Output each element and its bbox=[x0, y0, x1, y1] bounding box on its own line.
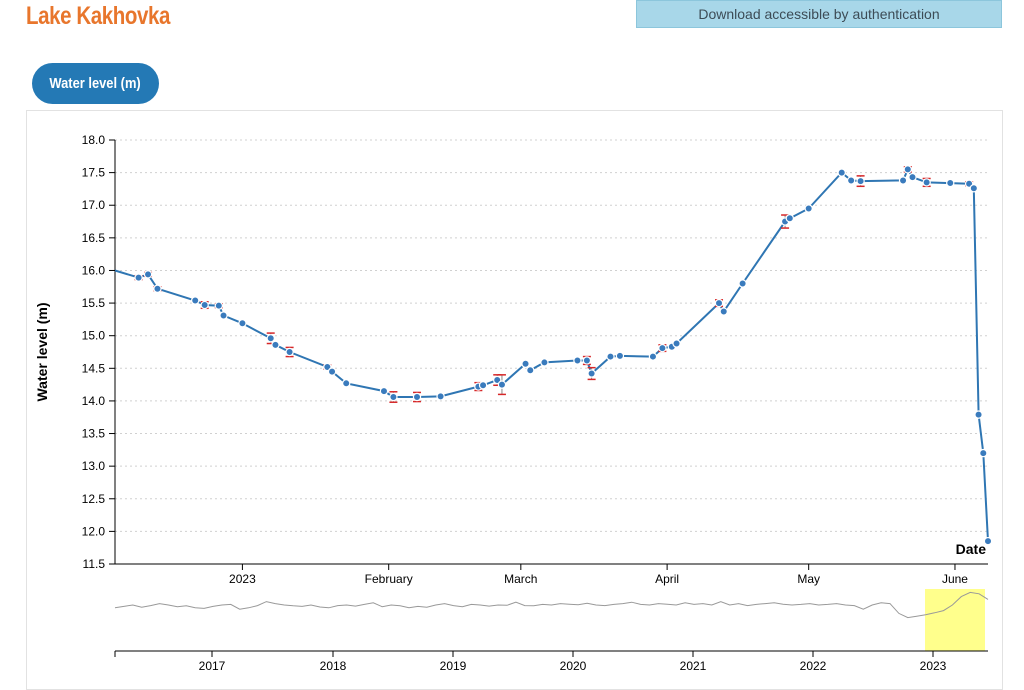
overview-tick-label: 2022 bbox=[800, 659, 827, 673]
data-point bbox=[738, 279, 747, 288]
data-point bbox=[540, 358, 549, 367]
data-point bbox=[908, 172, 917, 182]
data-point bbox=[327, 367, 337, 376]
data-point bbox=[714, 298, 724, 308]
data-point bbox=[191, 296, 200, 305]
data-point bbox=[615, 351, 625, 361]
data-point bbox=[379, 386, 389, 396]
x-tick-label: March bbox=[504, 572, 537, 586]
data-point bbox=[658, 343, 667, 353]
data-point bbox=[837, 168, 846, 177]
overview-tick-label: 2018 bbox=[320, 659, 347, 673]
data-point bbox=[946, 178, 955, 188]
download-button[interactable]: Download accessible by authentication bbox=[636, 0, 1002, 28]
data-point bbox=[342, 379, 351, 388]
overview-tick-label: 2019 bbox=[440, 659, 467, 673]
data-point bbox=[285, 347, 294, 357]
data-point bbox=[719, 307, 728, 316]
data-point bbox=[903, 165, 912, 174]
tab-water-level[interactable]: Water level (m) bbox=[32, 63, 159, 104]
data-point bbox=[922, 178, 931, 187]
overview-brush bbox=[925, 589, 985, 651]
tab-water-level-label: Water level (m) bbox=[49, 75, 142, 92]
data-point bbox=[573, 356, 582, 365]
overview-tick-label: 2023 bbox=[920, 659, 947, 673]
x-tick-label: April bbox=[655, 572, 679, 586]
data-point bbox=[521, 359, 530, 368]
data-point bbox=[412, 392, 422, 402]
series-line bbox=[114, 167, 989, 542]
y-tick-label: 14.0 bbox=[82, 394, 106, 408]
x-tick-label: June bbox=[942, 572, 968, 586]
data-point bbox=[846, 176, 856, 185]
data-point bbox=[266, 334, 275, 343]
data-point bbox=[200, 300, 209, 310]
data-point bbox=[478, 381, 488, 390]
data-point bbox=[582, 356, 592, 365]
overview-line bbox=[114, 591, 989, 619]
data-point bbox=[672, 339, 681, 348]
y-tick-label: 13.5 bbox=[82, 427, 106, 441]
y-tick-label: 17.0 bbox=[82, 198, 106, 212]
data-point bbox=[979, 448, 988, 458]
y-tick-label: 16.0 bbox=[82, 263, 106, 277]
overview-tick-label: 2017 bbox=[199, 659, 226, 673]
y-tick-label: 17.5 bbox=[82, 166, 106, 180]
y-tick-label: 15.5 bbox=[82, 296, 106, 310]
x-axis-title: Date bbox=[956, 541, 987, 557]
overview-tick-label: 2021 bbox=[680, 659, 707, 673]
y-tick-label: 15.0 bbox=[82, 329, 106, 343]
y-tick-label: 12.0 bbox=[82, 524, 106, 538]
data-point bbox=[856, 176, 865, 186]
data-point bbox=[271, 340, 280, 350]
data-point bbox=[497, 380, 507, 389]
y-axis-title: Water level (m) bbox=[34, 302, 50, 401]
data-point bbox=[606, 352, 615, 361]
chart-panel: 11.5 12.0 12.5 13.0 13.5 14.0 14.5 15.0 15.5 16.0… bbox=[26, 110, 1003, 690]
data-point bbox=[983, 536, 993, 546]
y-tick-label: 13.0 bbox=[82, 459, 106, 473]
overview-tick-label: 2020 bbox=[560, 659, 587, 673]
y-tick-label: 18.0 bbox=[82, 133, 106, 147]
data-point bbox=[969, 184, 979, 193]
data-point bbox=[526, 366, 535, 375]
x-tick-label: February bbox=[365, 572, 413, 586]
y-tick-label: 11.5 bbox=[83, 557, 106, 571]
data-point bbox=[153, 284, 162, 293]
data-point bbox=[648, 352, 658, 361]
data-point bbox=[219, 311, 228, 320]
data-point bbox=[804, 204, 813, 213]
data-point bbox=[785, 214, 795, 223]
y-tick-label: 16.5 bbox=[82, 231, 106, 245]
page-title: Lake Kakhovka bbox=[26, 2, 170, 30]
data-point bbox=[974, 410, 983, 419]
data-point bbox=[587, 369, 596, 378]
data-point bbox=[389, 392, 398, 402]
x-tick-label: 2023 bbox=[229, 572, 256, 586]
data-point bbox=[214, 301, 224, 310]
data-point bbox=[238, 319, 247, 328]
y-tick-label: 12.5 bbox=[82, 492, 106, 506]
water-level-chart[interactable]: 11.5 12.0 12.5 13.0 13.5 14.0 14.5 15.0 15.5 16.0… bbox=[27, 111, 1002, 681]
x-tick-label: May bbox=[797, 572, 820, 586]
data-point bbox=[436, 392, 445, 401]
y-tick-label: 14.5 bbox=[82, 361, 106, 375]
data-point bbox=[134, 273, 143, 282]
data-point bbox=[143, 270, 153, 279]
data-point bbox=[898, 176, 908, 185]
